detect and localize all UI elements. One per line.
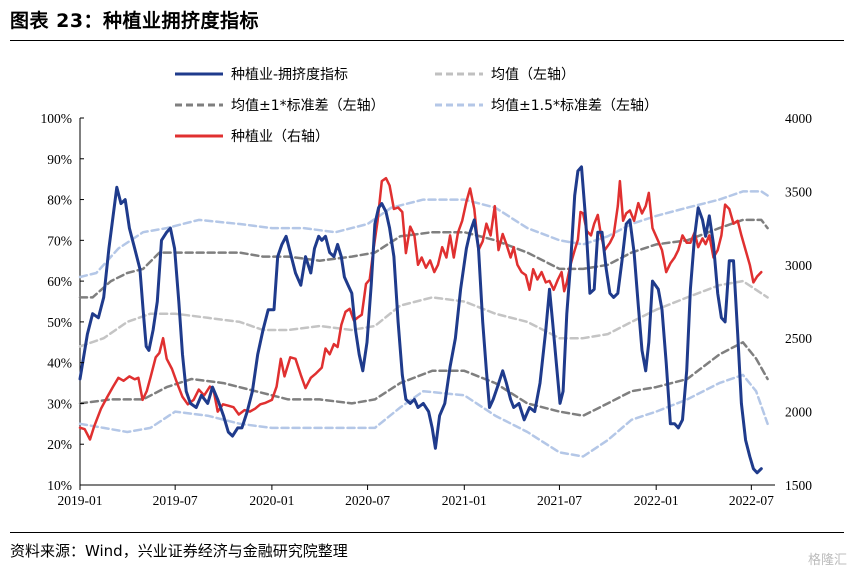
legend-label-3: 均值±1.5*标准差（左轴）: [491, 98, 658, 114]
y-left-tick-label: 20%: [47, 437, 72, 452]
source-divider: [10, 532, 844, 533]
x-tick-label: 2021-07: [537, 493, 582, 508]
y-right-tick-label: 3500: [785, 184, 812, 199]
series-line-3: [78, 341, 769, 417]
watermark-text: 格隆汇: [807, 553, 847, 568]
y-left-tick-label: 30%: [47, 396, 72, 411]
source-note: 资料来源：Wind，兴业证券经济与金融研究院整理: [10, 542, 348, 560]
y-left-tick-label: 10%: [47, 478, 72, 493]
y-right-tick-label: 4000: [785, 111, 812, 126]
series-line-5: [78, 373, 769, 458]
chart-title: 图表 23：种植业拥挤度指标: [10, 10, 260, 32]
plot-frame: [79, 118, 775, 486]
y-right-tick-label: 2500: [785, 331, 812, 346]
legend: 种植业-拥挤度指标 均值（左轴） 均值±1*标准差（左轴） 均值±1.5*标准差（左轴…: [175, 67, 658, 145]
y-left-tick-label: 100%: [41, 111, 73, 126]
y-left-tick-label: 50%: [47, 315, 72, 330]
y-left-tick-label: 70%: [47, 233, 72, 248]
legend-label-4: 种植业（右轴）: [231, 129, 329, 145]
title-divider: [10, 40, 844, 41]
legend-label-0: 种植业-拥挤度指标: [231, 67, 348, 83]
y-left-tick-label: 60%: [47, 274, 72, 289]
legend-label-2: 均值±1*标准差（左轴）: [231, 98, 385, 114]
series-line-2: [78, 218, 769, 299]
axis-layer: 10% 20% 30% 40% 50% 60% 70% 80% 90% 100% 1500 2000 2…: [41, 111, 813, 508]
y-left-tick-label: 80%: [47, 193, 72, 208]
y-right-tick-label: 3000: [785, 258, 812, 273]
x-tick-label: 2020-07: [345, 493, 390, 508]
chart-canvas: 10% 20% 30% 40% 50% 60% 70% 80% 90% 100% 1500 2000 2…: [41, 67, 813, 508]
x-tick-label: 2019-07: [153, 493, 198, 508]
x-tick-label: 2019-01: [58, 493, 103, 508]
legend-label-1: 均值（左轴）: [491, 67, 575, 83]
y-left-tick-label: 40%: [47, 356, 72, 371]
x-tick-label: 2021-01: [442, 493, 487, 508]
series-line-0: [78, 165, 763, 475]
x-tick-label: 2022-01: [634, 493, 679, 508]
x-tick-label: 2020-01: [249, 493, 294, 508]
y-right-tick-label: 1500: [785, 478, 812, 493]
x-tick-label: 2022-07: [729, 493, 774, 508]
series-layer: [78, 165, 769, 475]
y-right-tick-label: 2000: [785, 405, 812, 420]
y-left-tick-label: 90%: [47, 152, 72, 167]
series-line-4: [78, 190, 769, 279]
